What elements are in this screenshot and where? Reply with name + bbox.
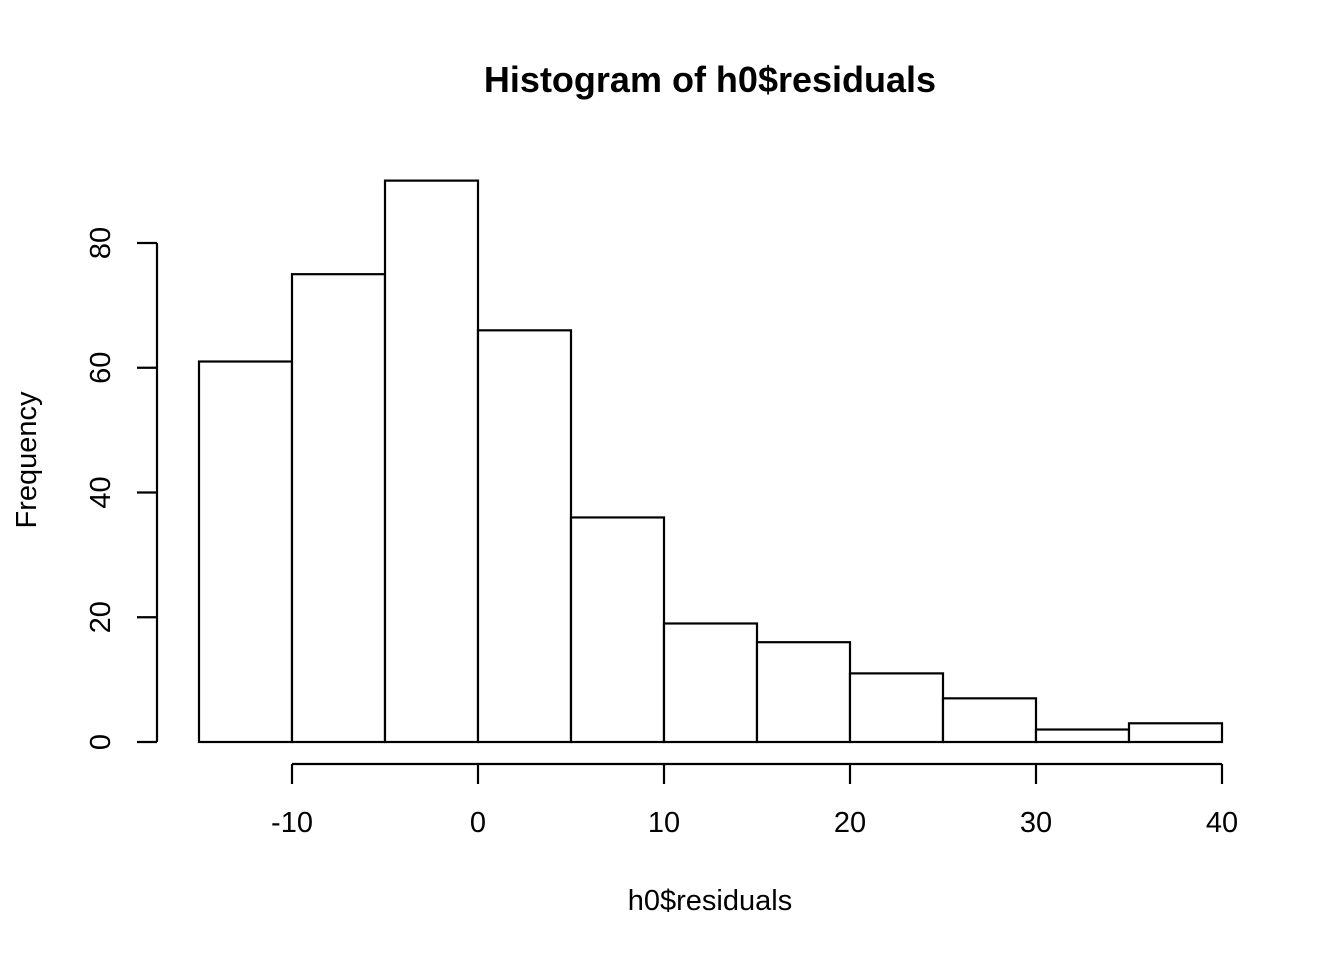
- y-axis-label: Frequency: [11, 391, 43, 529]
- histogram-bar: [1034, 728, 1131, 744]
- x-axis-label: h0$residuals: [628, 885, 792, 917]
- x-tick-label: 20: [834, 807, 866, 839]
- histogram-bar: [476, 329, 573, 744]
- x-axis: -10 0 10 20 30 40: [271, 762, 1238, 839]
- x-tick-label: 0: [470, 807, 486, 839]
- x-tick-label: 10: [648, 807, 680, 839]
- histogram-bar: [197, 360, 294, 744]
- x-tick-label: 40: [1206, 807, 1238, 839]
- y-tick-label: 20: [85, 601, 117, 633]
- histogram-bar: [848, 672, 945, 744]
- histogram-bar: [755, 641, 852, 744]
- histogram-bar: [383, 179, 480, 744]
- y-tick-label: 0: [85, 734, 117, 750]
- histogram-bar: [941, 697, 1038, 744]
- y-tick-label: 40: [85, 476, 117, 508]
- histogram-bar: [569, 516, 666, 744]
- y-tick-label: 80: [85, 227, 117, 259]
- chart-title: Histogram of h0$residuals: [484, 59, 936, 100]
- x-tick-label: 30: [1020, 807, 1052, 839]
- y-axis: 0 20 40 60 80: [85, 227, 159, 750]
- bars-group: [197, 179, 1224, 744]
- y-tick-label: 60: [85, 352, 117, 384]
- histogram-bar: [662, 622, 759, 744]
- histogram-bar: [290, 273, 387, 744]
- x-tick-label: -10: [271, 807, 313, 839]
- histogram-bar: [1127, 722, 1224, 744]
